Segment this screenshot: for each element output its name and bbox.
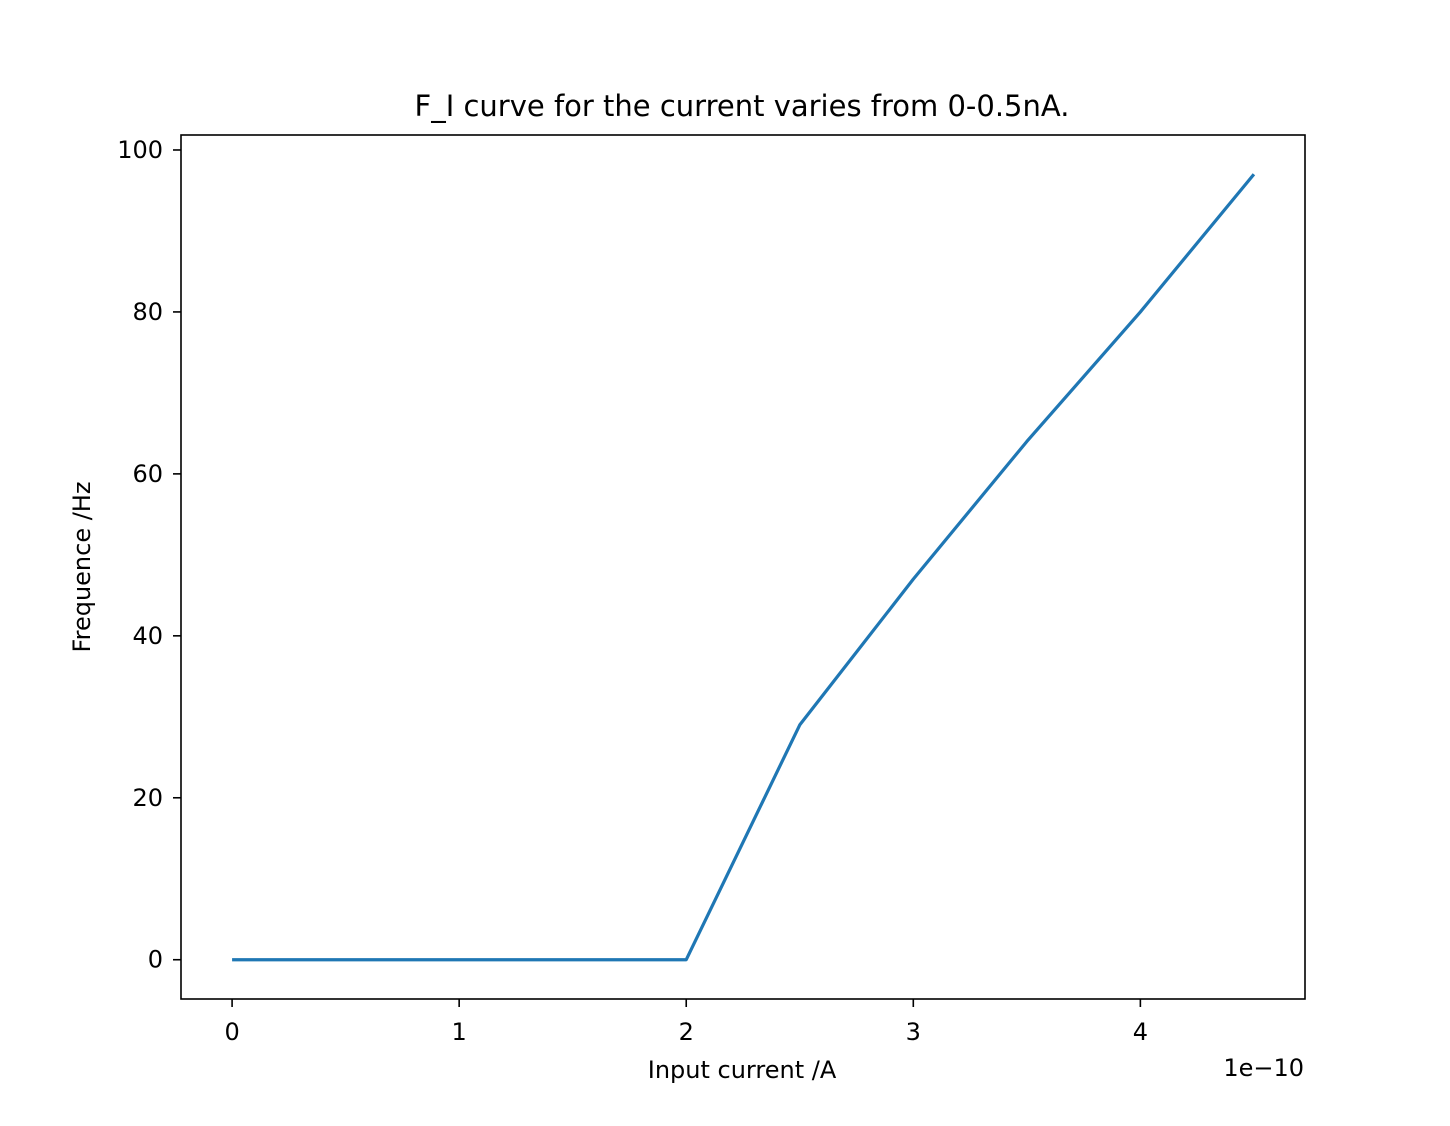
x-tick-label: 2 [679,1018,694,1046]
plot-area [180,134,1306,1000]
y-axis-ticks: 0 20 40 60 80 100 [117,136,181,974]
y-tick-label: 80 [132,298,163,326]
x-tick-label: 3 [906,1018,921,1046]
x-tick-label: 1 [452,1018,467,1046]
series-line [232,173,1256,962]
x-axis-label: Input current /A [648,1056,837,1084]
x-tick-label: 0 [224,1018,239,1046]
y-tick-label: 60 [132,460,163,488]
y-tick-label: 40 [132,622,163,650]
series-layer [232,173,1256,962]
y-tick-label: 100 [117,136,163,164]
x-axis-offset-label: 1e−10 [1223,1054,1304,1082]
y-tick-label: 20 [132,784,163,812]
x-tick-label: 4 [1133,1018,1148,1046]
y-tick-label: 0 [148,946,163,974]
chart-title: F_I curve for the current varies from 0-… [415,89,1070,123]
x-axis-ticks: 0 1 2 3 4 [224,999,1148,1046]
y-axis-label: Frequence /Hz [68,482,96,653]
